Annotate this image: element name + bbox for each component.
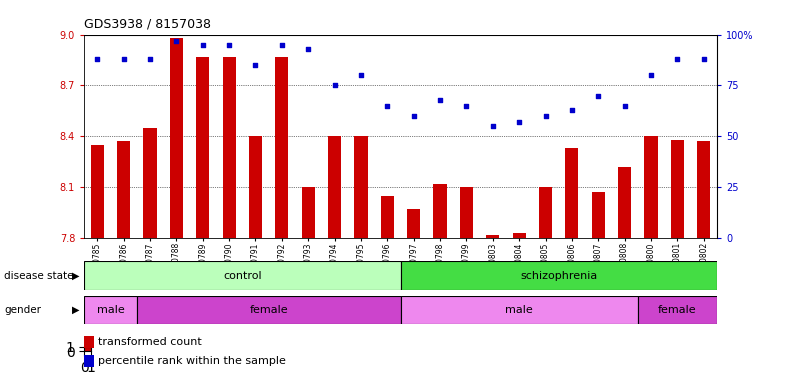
Bar <box>566 148 578 238</box>
Bar <box>249 136 262 238</box>
Point <box>539 113 552 119</box>
Text: female: female <box>658 305 697 315</box>
Bar <box>380 196 394 238</box>
Point <box>170 38 183 44</box>
Bar <box>638 296 717 324</box>
Bar <box>460 187 473 238</box>
Bar <box>644 136 658 238</box>
Bar <box>84 355 95 367</box>
Bar <box>354 136 368 238</box>
Bar <box>196 56 209 238</box>
Text: ▶: ▶ <box>72 270 80 281</box>
Point <box>566 107 578 113</box>
Text: percentile rank within the sample: percentile rank within the sample <box>98 356 286 366</box>
Point <box>302 46 315 52</box>
Point <box>433 97 446 103</box>
Point <box>196 42 209 48</box>
Bar <box>697 141 710 238</box>
Text: ▶: ▶ <box>72 305 80 315</box>
Bar <box>400 261 717 290</box>
Point <box>698 56 710 62</box>
Text: male: male <box>97 305 124 315</box>
Point <box>276 42 288 48</box>
Text: gender: gender <box>4 305 41 315</box>
Text: control: control <box>223 270 262 281</box>
Point <box>513 119 525 125</box>
Bar <box>170 38 183 238</box>
Point <box>381 103 394 109</box>
Bar <box>486 235 499 238</box>
Point <box>143 56 156 62</box>
Bar <box>84 261 401 290</box>
Bar <box>84 296 137 324</box>
Bar <box>407 209 421 238</box>
Bar <box>302 187 315 238</box>
Point <box>592 93 605 99</box>
Point <box>249 62 262 68</box>
Bar <box>592 192 605 238</box>
Text: disease state: disease state <box>4 270 74 281</box>
Bar <box>137 296 400 324</box>
Text: female: female <box>249 305 288 315</box>
Point <box>407 113 420 119</box>
Point <box>460 103 473 109</box>
Point <box>486 123 499 129</box>
Point <box>645 72 658 78</box>
Point <box>223 42 235 48</box>
Point <box>328 83 341 89</box>
Bar <box>91 145 104 238</box>
Point <box>355 72 368 78</box>
Bar <box>670 140 684 238</box>
Bar <box>433 184 447 238</box>
Text: male: male <box>505 305 533 315</box>
Bar <box>143 128 157 238</box>
Bar <box>117 141 131 238</box>
Bar <box>400 296 638 324</box>
Bar <box>618 167 631 238</box>
Bar <box>328 136 341 238</box>
Text: GDS3938 / 8157038: GDS3938 / 8157038 <box>84 17 211 30</box>
Point <box>671 56 684 62</box>
Text: transformed count: transformed count <box>98 337 202 347</box>
Point <box>618 103 631 109</box>
Text: schizophrenia: schizophrenia <box>520 270 598 281</box>
Bar <box>276 56 288 238</box>
Bar <box>513 233 525 238</box>
Point <box>91 56 103 62</box>
Bar <box>223 56 235 238</box>
Point <box>117 56 130 62</box>
Bar <box>539 187 552 238</box>
Bar <box>84 336 95 348</box>
